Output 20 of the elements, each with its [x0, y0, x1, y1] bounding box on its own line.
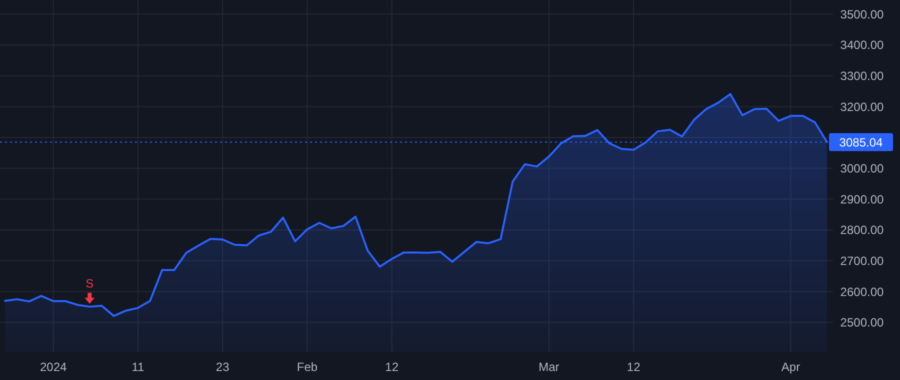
- annotation: S: [86, 276, 94, 291]
- y-tick-label: 3000.00: [840, 161, 884, 176]
- y-tick-label: 3300.00: [840, 69, 884, 84]
- x-tick-label: Feb: [296, 360, 318, 374]
- ref-line-label: 3085.04: [839, 135, 884, 150]
- y-tick-label: 3200.00: [840, 100, 884, 114]
- y-tick-label: 2900.00: [840, 192, 884, 206]
- y-tick-label: 3400.00: [840, 38, 884, 52]
- x-tick-label: 11: [132, 360, 145, 374]
- x-tick-label: 12: [626, 360, 641, 374]
- y-tick-label: 2500.00: [840, 316, 884, 330]
- y-tick-label: 3500.00: [840, 7, 884, 22]
- x-tick-label: Mar: [538, 360, 560, 374]
- y-tick-label: 2700.00: [840, 254, 884, 268]
- x-tick-label: 23: [216, 360, 230, 374]
- x-tick-label: 12: [385, 360, 399, 374]
- y-tick-label: 2800.00: [840, 223, 884, 238]
- y-tick-label: 2600.00: [840, 284, 884, 299]
- x-tick-label: Apr: [781, 360, 800, 374]
- x-tick-label: 2024: [40, 360, 68, 374]
